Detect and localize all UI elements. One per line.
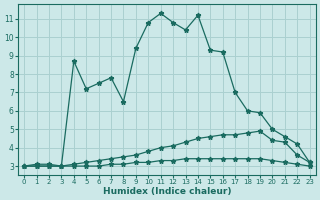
X-axis label: Humidex (Indice chaleur): Humidex (Indice chaleur) <box>103 187 231 196</box>
